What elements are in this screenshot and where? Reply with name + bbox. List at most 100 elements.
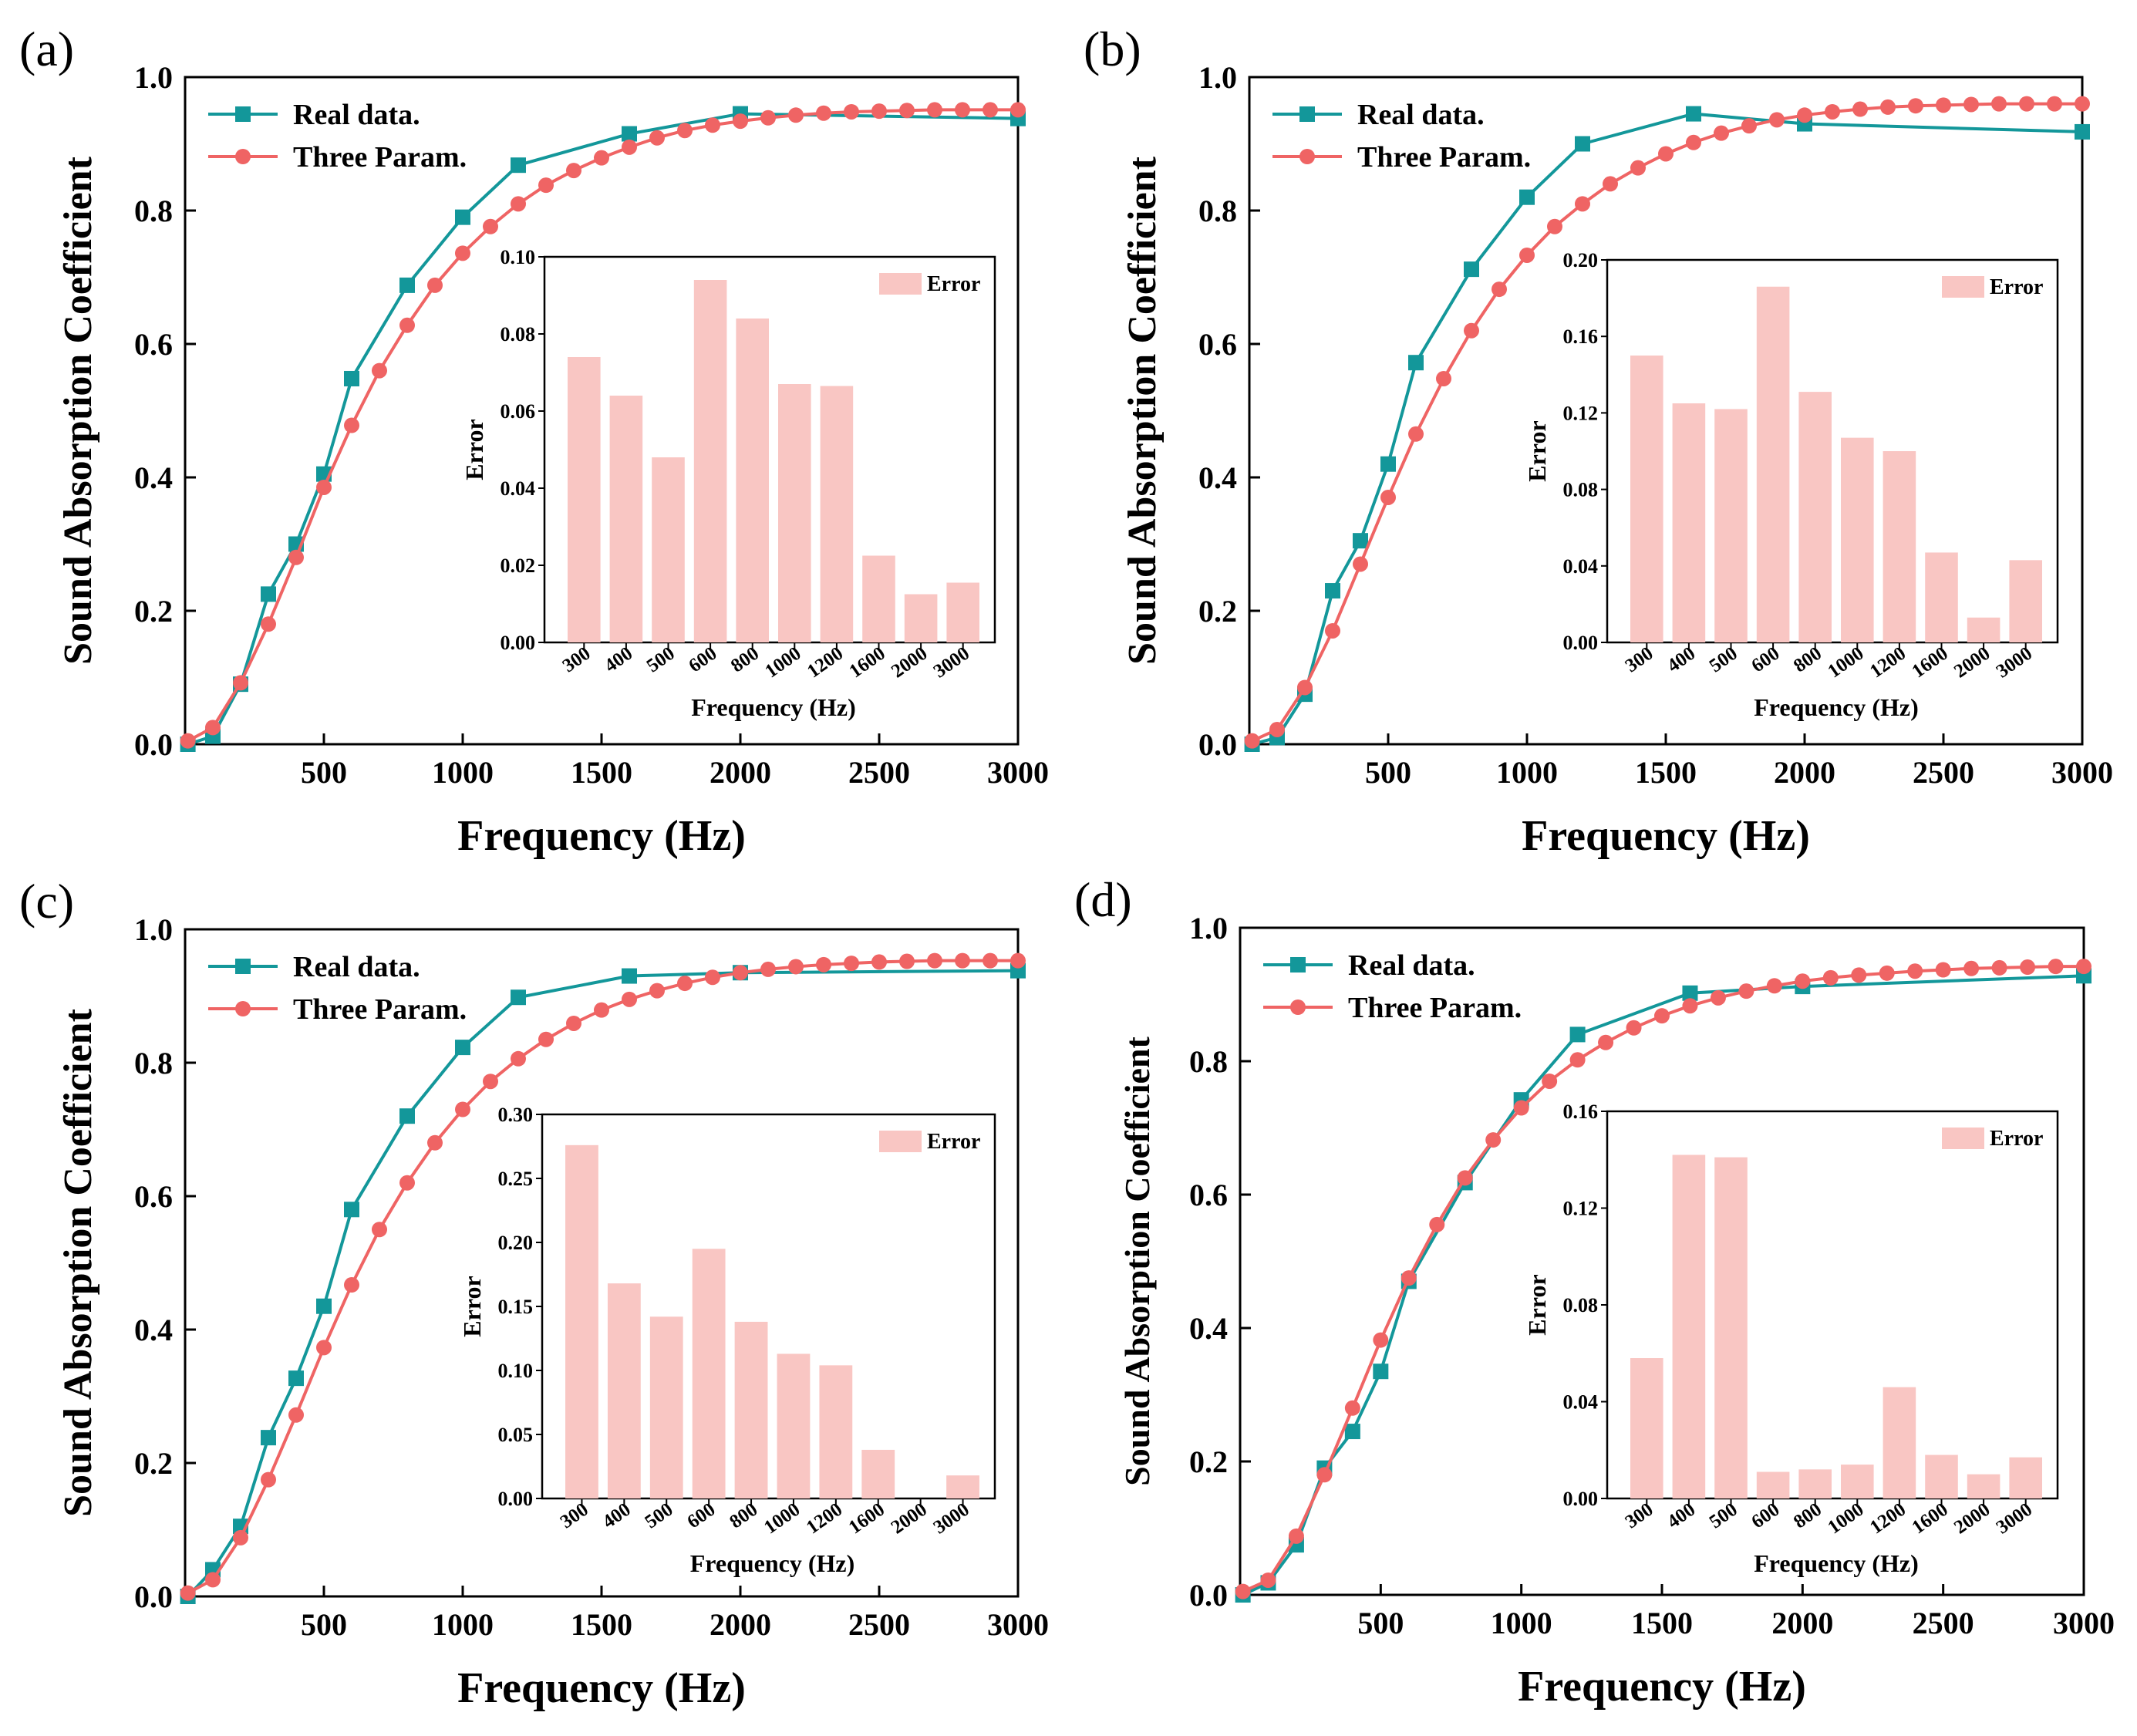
inset-y-axis-label: Error — [458, 1276, 486, 1337]
inset-x-tick-label: 3000 — [930, 643, 973, 683]
inset-x-tick-label: 3000 — [930, 1499, 973, 1539]
data-point-three-param — [705, 117, 720, 133]
inset-bar — [1883, 451, 1916, 642]
inset-bar — [565, 1144, 598, 1498]
data-point-three-param — [316, 479, 332, 495]
x-tick-label: 3000 — [2051, 755, 2113, 790]
inset-bar — [820, 386, 854, 642]
y-tick-label: 0.8 — [1189, 1044, 1228, 1079]
data-point-three-param — [1598, 1034, 1614, 1050]
data-point-three-param — [1492, 281, 1507, 298]
x-tick-label: 3000 — [987, 1607, 1049, 1642]
inset-y-tick-label: 0.02 — [501, 555, 536, 577]
data-point-three-param — [2020, 959, 2036, 976]
inset-bar — [1756, 286, 1790, 642]
legend-marker-circle — [235, 1001, 251, 1016]
legend-label: Real data. — [293, 99, 420, 131]
inset-x-tick-label: 1000 — [1824, 643, 1867, 683]
inset-bar — [904, 594, 938, 642]
x-tick-label: 500 — [1357, 1606, 1404, 1640]
data-point-three-param — [1852, 101, 1868, 117]
inset-x-tick-label: 800 — [727, 643, 763, 677]
inset-legend-label: Error — [1990, 1127, 2043, 1151]
inset-bar — [1714, 409, 1748, 642]
inset-x-tick-label: 800 — [726, 1499, 761, 1533]
chart-panel-d: (d) 0.0 0.2 0.4 0.6 0.8 1.0 500 1000 1500 2000 2500… — [1074, 872, 2115, 1711]
data-point-three-param — [1408, 426, 1424, 442]
inset-bar — [607, 1283, 641, 1498]
data-point-real — [1380, 456, 1396, 472]
legend-marker-circle — [1299, 149, 1315, 164]
data-point-three-param — [1936, 97, 1951, 113]
inset-legend-swatch — [879, 1131, 922, 1152]
data-point-real — [1325, 583, 1340, 599]
inset-x-tick-label: 400 — [601, 643, 636, 677]
data-point-three-param — [1603, 176, 1618, 192]
inset-bar — [1883, 1387, 1916, 1498]
data-point-three-param — [1575, 196, 1590, 212]
data-point-three-param — [1547, 218, 1562, 234]
data-point-three-param — [455, 245, 470, 261]
data-point-three-param — [1825, 103, 1840, 120]
inset-x-tick-label: 3000 — [1993, 643, 2036, 683]
data-point-three-param — [1485, 1132, 1502, 1148]
inset-bar — [778, 384, 811, 642]
data-point-three-param — [2019, 96, 2034, 112]
data-point-real — [1464, 261, 1479, 278]
inset-x-tick-label: 500 — [1706, 643, 1741, 677]
y-tick-label: 0.4 — [1189, 1311, 1228, 1346]
data-point-three-param — [760, 110, 776, 126]
y-tick-label: 0.0 — [134, 1579, 173, 1614]
data-point-three-param — [2048, 959, 2064, 975]
y-tick-label: 0.0 — [1189, 1578, 1228, 1613]
inset-bar — [1756, 1471, 1790, 1498]
inset-bar — [2009, 560, 2042, 642]
data-point-real — [344, 1202, 359, 1218]
inset-y-tick-label: 0.04 — [501, 477, 536, 500]
y-tick-label: 1.0 — [1198, 60, 1237, 95]
data-point-three-param — [2075, 96, 2090, 112]
data-point-three-param — [399, 317, 415, 333]
x-tick-label: 2500 — [1913, 1606, 1974, 1640]
data-point-three-param — [1269, 721, 1285, 737]
data-point-three-param — [455, 1101, 470, 1117]
inset-y-tick-label: 0.30 — [498, 1104, 534, 1126]
data-point-three-param — [1741, 118, 1757, 134]
legend-marker-square — [1290, 957, 1306, 972]
x-tick-label: 2000 — [710, 755, 771, 790]
data-point-three-param — [677, 123, 693, 139]
chart-panel-c: (c) 0.0 0.2 0.4 0.6 0.8 1.0 500 1000 1500 2000 2500… — [19, 874, 1049, 1712]
inset-x-tick-label: 1600 — [1908, 1499, 1951, 1539]
data-point-three-param — [1626, 1020, 1642, 1036]
inset-y-tick-label: 0.04 — [1563, 555, 1599, 578]
inset-bar — [693, 280, 727, 642]
y-tick-label: 0.6 — [134, 1179, 173, 1214]
data-point-three-param — [233, 675, 248, 691]
inset-y-tick-label: 0.15 — [498, 1296, 534, 1318]
inset-bar — [692, 1249, 726, 1498]
x-tick-label: 500 — [301, 755, 347, 790]
data-point-three-param — [788, 107, 804, 123]
data-point-three-param — [1769, 112, 1785, 128]
inset-legend-swatch — [879, 273, 922, 295]
inset-bar — [652, 457, 685, 642]
data-point-three-param — [180, 733, 196, 749]
data-point-real — [511, 157, 526, 174]
inset-x-tick-label: 300 — [559, 643, 595, 677]
inset-bar — [946, 1475, 979, 1498]
inset-y-tick-label: 0.12 — [1563, 1198, 1599, 1220]
inset-x-tick-label: 600 — [685, 643, 720, 677]
x-axis-label: Frequency (Hz) — [457, 812, 746, 860]
inset-bar — [1714, 1157, 1748, 1498]
data-point-three-param — [1630, 160, 1646, 176]
data-point-real — [316, 1298, 332, 1314]
data-point-three-param — [511, 196, 526, 212]
data-point-three-param — [1316, 1467, 1333, 1483]
inset-bar — [736, 319, 769, 642]
inset-bar — [609, 396, 643, 642]
inset-x-tick-label: 1000 — [761, 643, 804, 683]
legend-label: Real data. — [1357, 99, 1485, 131]
data-point-three-param — [1797, 107, 1812, 123]
legend-label: Real data. — [293, 951, 420, 983]
inset-y-tick-label: 0.20 — [1563, 249, 1599, 271]
